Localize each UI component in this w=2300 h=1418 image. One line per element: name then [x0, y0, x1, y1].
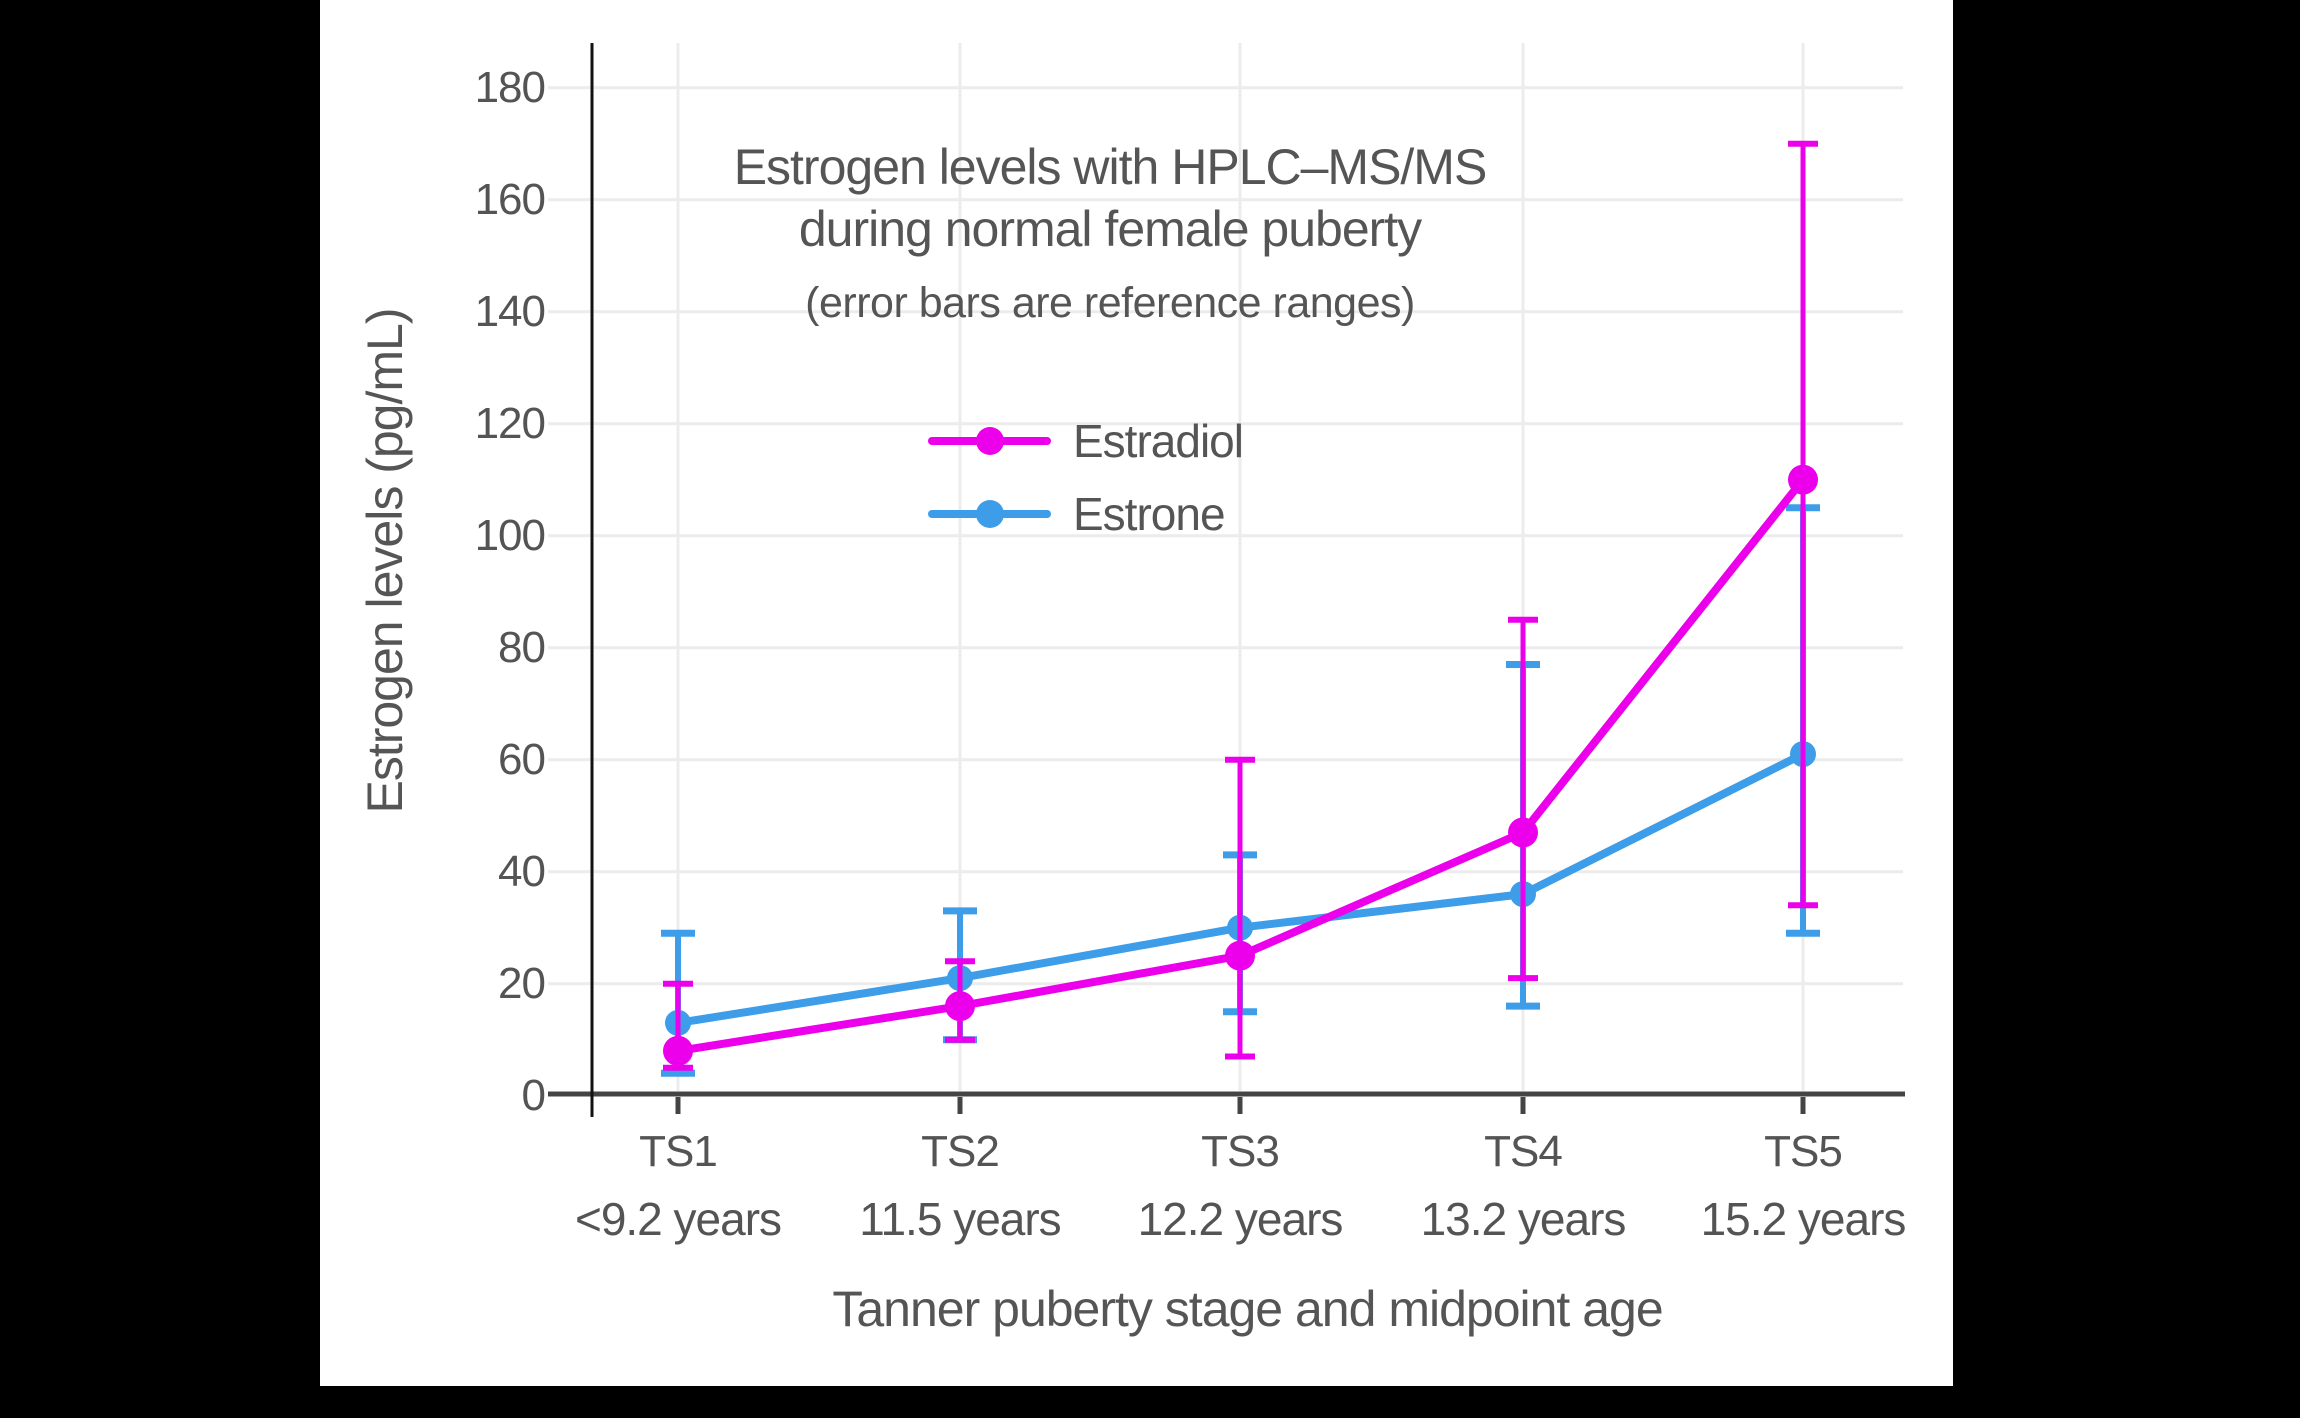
- data-point-marker: [945, 991, 975, 1022]
- x-tick-sublabel: <9.2 years: [574, 1193, 782, 1245]
- chart-card: Estrogen levels with HPLC–MS/MS during n…: [320, 0, 1953, 1386]
- chart-title-line1: Estrogen levels with HPLC–MS/MS: [733, 139, 1488, 195]
- legend-item-estrone: Estrone: [928, 477, 1243, 550]
- data-point-marker: [1225, 940, 1255, 971]
- x-tick-label: TS1: [639, 1127, 718, 1176]
- x-tick-label: TS2: [921, 1127, 1000, 1176]
- x-tick-label: TS5: [1764, 1127, 1843, 1176]
- legend-label-estrone: Estrone: [1073, 487, 1226, 540]
- y-tick-label: 140: [474, 286, 546, 336]
- data-point-marker: [663, 1035, 693, 1066]
- plot-svg: [548, 43, 1905, 1117]
- x-tick-label: TS3: [1201, 1127, 1280, 1176]
- x-tick-sublabel: 12.2 years: [1137, 1193, 1344, 1245]
- y-tick-label: 0: [521, 1070, 546, 1120]
- chart-title-line2: during normal female puberty: [798, 201, 1422, 257]
- legend: Estradiol Estrone: [928, 404, 1244, 550]
- x-tick-label: TS4: [1484, 1127, 1563, 1176]
- y-tick-label: 40: [498, 846, 546, 896]
- x-axis-title: Tanner puberty stage and midpoint age: [832, 1281, 1663, 1337]
- y-tick-label: 160: [474, 174, 546, 224]
- x-tick-sublabel: 11.5 years: [859, 1193, 1061, 1245]
- y-tick-label: 100: [474, 510, 546, 560]
- legend-label-estradiol: Estradiol: [1073, 414, 1244, 467]
- estradiol-line-sample-icon: [928, 426, 1051, 455]
- y-tick-label: 180: [474, 62, 546, 112]
- data-point-marker: [1508, 817, 1538, 848]
- y-tick-label: 20: [498, 958, 546, 1008]
- series-estradiol-group: [663, 140, 1818, 1071]
- estrone-line-sample-icon: [928, 499, 1051, 528]
- x-tick-sublabel: 13.2 years: [1420, 1193, 1627, 1245]
- chart-subtitle: (error bars are reference ranges): [805, 279, 1415, 327]
- y-tick-label: 80: [498, 622, 546, 672]
- data-point-marker: [1788, 464, 1818, 495]
- x-tick-sublabel: 15.2 years: [1700, 1193, 1907, 1245]
- y-tick-label: 120: [474, 398, 546, 448]
- legend-item-estradiol: Estradiol: [928, 404, 1244, 477]
- y-tick-label: 60: [498, 734, 546, 784]
